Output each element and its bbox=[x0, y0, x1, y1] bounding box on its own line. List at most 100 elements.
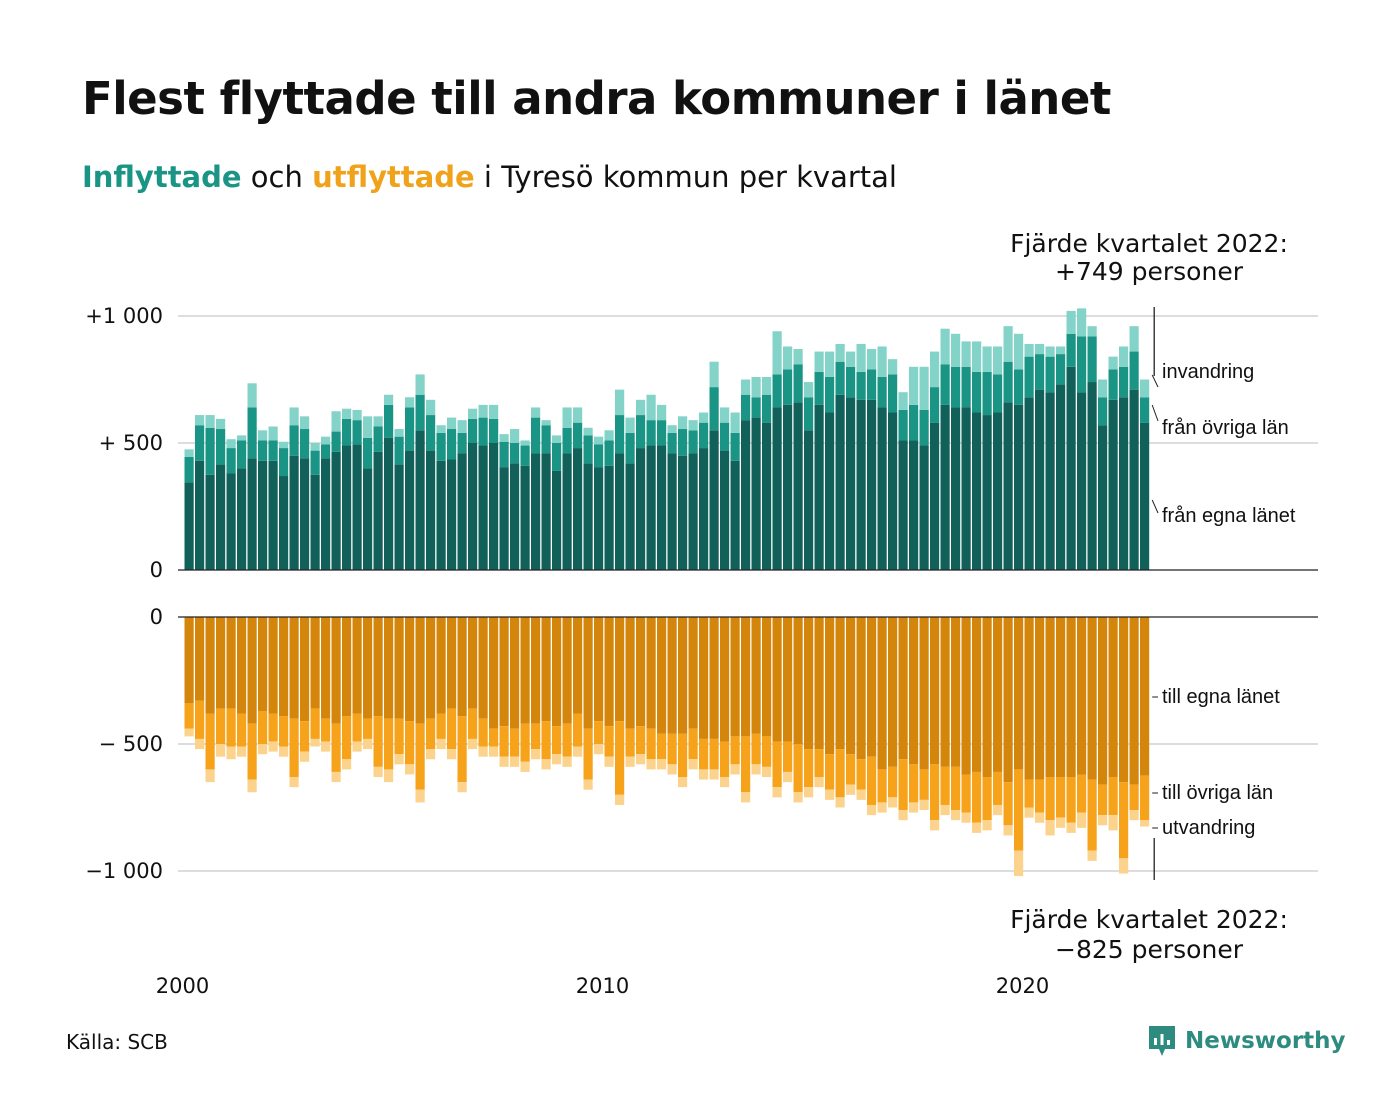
bar-immigration bbox=[804, 382, 814, 398]
bar-from-other-counties bbox=[877, 376, 887, 408]
bar-immigration bbox=[856, 343, 866, 372]
bar-to-other-counties bbox=[825, 754, 835, 790]
bar-emigration bbox=[216, 744, 226, 757]
bar-to-other-counties bbox=[562, 723, 572, 757]
bar-to-own-county bbox=[258, 617, 268, 711]
bar-immigration bbox=[268, 426, 278, 441]
bar-emigration bbox=[762, 766, 772, 778]
bar-immigration bbox=[289, 407, 299, 426]
bar-from-other-counties bbox=[709, 387, 719, 431]
bar-immigration bbox=[1035, 343, 1045, 355]
bar-immigration bbox=[1077, 308, 1087, 337]
bar-emigration bbox=[646, 759, 656, 770]
bar-to-own-county bbox=[562, 617, 572, 724]
bar-from-other-counties bbox=[594, 444, 604, 468]
series-label: till egna länet bbox=[1162, 686, 1280, 708]
bar-immigration bbox=[835, 343, 845, 362]
bar-from-own-county bbox=[1066, 366, 1076, 570]
bar-emigration bbox=[583, 779, 593, 790]
bar-to-other-counties bbox=[279, 716, 289, 747]
bar-to-other-counties bbox=[1119, 782, 1129, 859]
bar-immigration bbox=[415, 374, 425, 395]
bar-from-own-county bbox=[846, 397, 856, 570]
bar-from-other-counties bbox=[415, 394, 425, 431]
bar-from-own-county bbox=[972, 412, 982, 570]
bar-from-own-county bbox=[615, 453, 625, 570]
bottom-callout-line1: Fjärde kvartalet 2022: bbox=[1010, 905, 1288, 934]
bar-immigration bbox=[951, 333, 961, 367]
bar-to-other-counties bbox=[762, 736, 772, 767]
bar-to-own-county bbox=[856, 617, 866, 760]
bar-to-own-county bbox=[1108, 617, 1118, 778]
bar-from-own-county bbox=[667, 453, 677, 570]
bar-to-other-counties bbox=[730, 736, 740, 765]
bar-to-other-counties bbox=[615, 721, 625, 795]
bar-from-own-county bbox=[930, 422, 940, 570]
bar-emigration bbox=[394, 754, 404, 765]
bar-from-other-counties bbox=[667, 432, 677, 454]
bar-to-other-counties bbox=[699, 738, 709, 770]
bar-from-other-counties bbox=[699, 422, 709, 449]
bar-immigration bbox=[867, 349, 877, 370]
bar-emigration bbox=[867, 804, 877, 816]
bar-to-other-counties bbox=[394, 718, 404, 755]
axes bbox=[178, 307, 1318, 880]
bar-immigration bbox=[1003, 326, 1013, 362]
bar-from-own-county bbox=[394, 464, 404, 570]
bar-to-other-counties bbox=[1066, 777, 1076, 823]
bar-immigration bbox=[247, 383, 257, 408]
bar-immigration bbox=[447, 417, 457, 430]
subtitle-out-word: utflyttade bbox=[312, 160, 475, 194]
bar-to-other-counties bbox=[363, 718, 373, 739]
bar-immigration bbox=[982, 346, 992, 372]
bar-from-other-counties bbox=[793, 364, 803, 403]
bar-from-other-counties bbox=[1066, 333, 1076, 367]
bar-emigration bbox=[258, 744, 268, 755]
bar-to-other-counties bbox=[1024, 779, 1034, 808]
bar-immigration bbox=[657, 404, 667, 421]
bar-immigration bbox=[562, 407, 572, 428]
bar-from-other-counties bbox=[520, 445, 530, 466]
bar-immigration bbox=[825, 351, 835, 377]
bar-immigration bbox=[594, 436, 604, 445]
bar-to-own-county bbox=[583, 617, 593, 729]
bar-to-own-county bbox=[625, 617, 635, 729]
bar-from-own-county bbox=[447, 459, 457, 570]
bar-from-other-counties bbox=[688, 430, 698, 454]
bar-from-own-county bbox=[1140, 422, 1150, 570]
bar-from-own-county bbox=[352, 444, 362, 570]
bar-to-other-counties bbox=[1035, 779, 1045, 813]
bar-to-other-counties bbox=[930, 764, 940, 821]
bar-to-own-county bbox=[489, 617, 499, 729]
bar-to-other-counties bbox=[226, 708, 236, 747]
bar-to-other-counties bbox=[468, 708, 478, 739]
bar-from-own-county bbox=[636, 448, 646, 570]
bar-to-other-counties bbox=[793, 744, 803, 793]
bar-from-other-counties bbox=[279, 448, 289, 477]
label-leader bbox=[1151, 404, 1159, 422]
bar-emigration bbox=[856, 789, 866, 800]
bar-to-other-counties bbox=[657, 733, 667, 760]
bar-to-own-county bbox=[310, 617, 320, 709]
bar-immigration bbox=[604, 430, 614, 441]
bar-from-own-county bbox=[520, 465, 530, 570]
bar-to-other-counties bbox=[289, 718, 299, 778]
bar-from-other-counties bbox=[310, 450, 320, 475]
bar-immigration bbox=[814, 351, 824, 372]
bar-from-other-counties bbox=[720, 422, 730, 451]
bar-from-own-county bbox=[573, 448, 583, 570]
bar-from-other-counties bbox=[604, 440, 614, 466]
bar-to-other-counties bbox=[846, 754, 856, 785]
bar-to-own-county bbox=[1129, 617, 1139, 785]
bar-emigration bbox=[720, 777, 730, 788]
bar-from-other-counties bbox=[1014, 369, 1024, 405]
bar-from-own-county bbox=[247, 458, 257, 570]
bar-from-other-counties bbox=[741, 394, 751, 421]
bar-from-own-county bbox=[783, 404, 793, 570]
bar-to-other-counties bbox=[709, 738, 719, 770]
bar-immigration bbox=[573, 407, 583, 423]
bar-from-own-county bbox=[709, 430, 719, 570]
bar-to-own-county bbox=[216, 617, 226, 709]
bar-to-own-county bbox=[184, 617, 194, 704]
bar-immigration bbox=[1087, 326, 1097, 337]
